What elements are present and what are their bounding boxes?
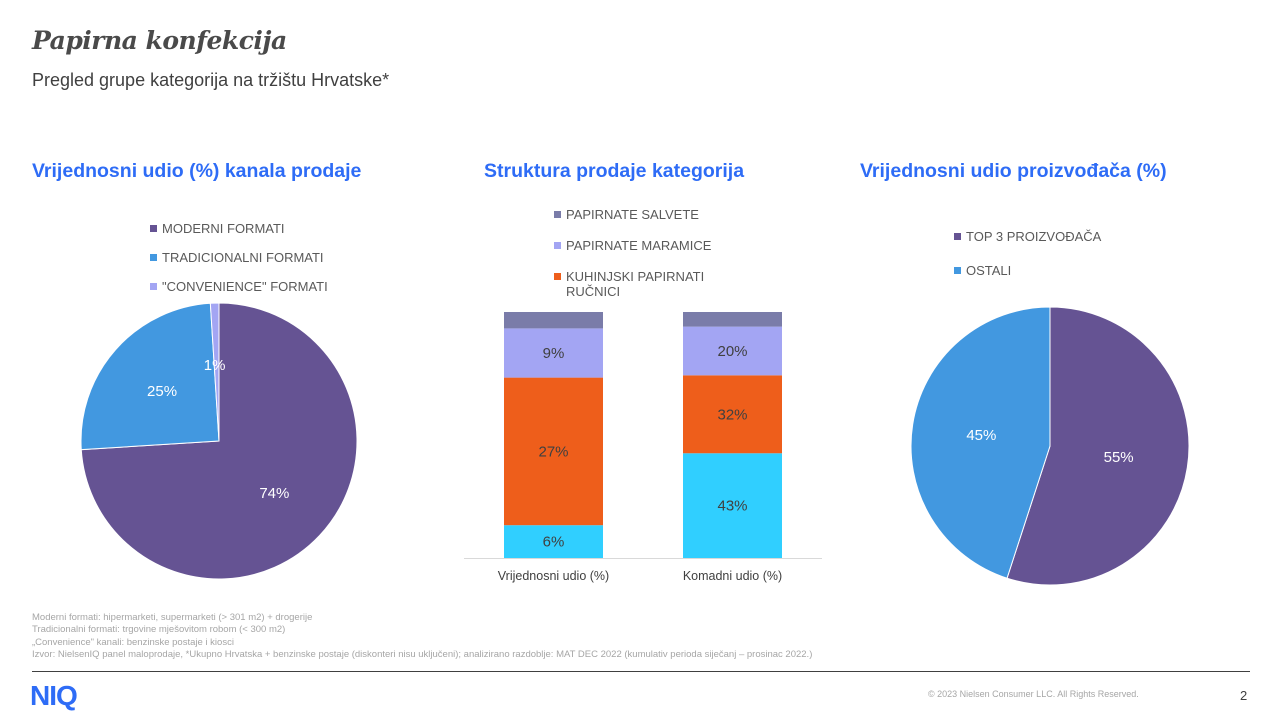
legend-item: TRADICIONALNI FORMATI [150, 250, 328, 279]
legend-swatch [554, 211, 561, 218]
chart3-legend: TOP 3 PROIZVOĐAČA OSTALI [954, 229, 1101, 278]
page-subtitle: Pregled grupe kategorija na tržištu Hrva… [32, 70, 390, 90]
bar-segment [683, 326, 782, 376]
legend-item: KUHINJSKI PAPIRNATI RUČNICI [554, 269, 754, 299]
bar-segment [683, 312, 782, 327]
bar-data-label: 27% [538, 443, 568, 460]
footer-divider [32, 671, 1250, 672]
legend-label: KUHINJSKI PAPIRNATI RUČNICI [566, 269, 705, 299]
legend-item: TOP 3 PROIZVOĐAČA [954, 229, 1101, 263]
pie-data-label: 74% [259, 485, 289, 502]
x-tick-label: Komadni udio (%) [683, 569, 782, 583]
chart2-title: Struktura prodaje kategorija [484, 160, 745, 182]
bar-data-label: 32% [717, 406, 747, 423]
legend-swatch [150, 254, 157, 261]
legend-item: PAPIRNATE SALVETE [554, 207, 754, 238]
footnote: Izvor: NielsenIQ panel maloprodaje, *Uku… [32, 648, 813, 660]
legend-swatch [554, 273, 561, 280]
bar-data-label: 6% [543, 534, 565, 551]
bar-segment [683, 375, 782, 454]
bar-segment [683, 453, 782, 558]
copyright: © 2023 Nielsen Consumer LLC. All Rights … [928, 689, 1139, 699]
footnote: „Convenience" kanali: benzinske postaje … [32, 636, 234, 648]
bar-data-label: 43% [717, 498, 747, 515]
legend-label: PAPIRNATE MARAMICE [566, 238, 712, 253]
legend-item: PAPIRNATE MARAMICE [554, 238, 754, 269]
bar-segment [504, 328, 603, 378]
footnote: Moderni formati: hipermarketi, supermark… [32, 612, 313, 623]
x-tick-label: Vrijednosni udio (%) [498, 569, 609, 583]
bar-segment [504, 312, 603, 329]
chart3-title: Vrijednosni udio proizvođača (%) [860, 160, 1167, 182]
pie-slice [209, 302, 220, 442]
page-number: 2 [1240, 688, 1248, 703]
pie-data-label: 25% [147, 383, 177, 400]
legend-label: PAPIRNATE SALVETE [566, 207, 699, 222]
pie-data-label: 45% [966, 427, 996, 444]
legend-item: OSTALI [954, 263, 1101, 278]
chart2-legend: PAPIRNATE SALVETE PAPIRNATE MARAMICE KUH… [554, 207, 754, 299]
bar-data-label: 9% [543, 345, 565, 362]
page-title: Papirna konfekcija [32, 26, 287, 55]
legend-item: "CONVENIENCE" FORMATI [150, 279, 328, 294]
footnote: Tradicionalni formati: trgovine mješovit… [32, 624, 286, 636]
legend-swatch [954, 267, 961, 274]
legend-label: MODERNI FORMATI [162, 221, 285, 236]
niq-logo: NIQ [30, 680, 78, 711]
legend-label: "CONVENIENCE" FORMATI [162, 279, 328, 294]
pie-data-label: 1% [204, 357, 226, 374]
footnotes: Moderni formati: hipermarketi, supermark… [32, 612, 812, 661]
chart1-legend: MODERNI FORMATI TRADICIONALNI FORMATI "C… [150, 221, 328, 294]
bar-data-label: 20% [717, 343, 747, 360]
bar-segment [504, 377, 603, 526]
pie-slice [80, 302, 220, 451]
bar-segment [504, 525, 603, 558]
pie-data-label: 55% [1104, 449, 1134, 466]
legend-label: TRADICIONALNI FORMATI [162, 250, 324, 265]
legend-item: MODERNI FORMATI [150, 221, 328, 250]
pie-slice [1006, 306, 1190, 586]
pie-slice [910, 306, 1051, 579]
chart1-title: Vrijednosni udio (%) kanala prodaje [32, 160, 362, 182]
legend-swatch [554, 242, 561, 249]
legend-swatch [150, 225, 157, 232]
legend-swatch [954, 233, 961, 240]
legend-swatch [150, 283, 157, 290]
legend-label: TOP 3 PROIZVOĐAČA [966, 229, 1102, 244]
legend-label: OSTALI [966, 263, 1012, 278]
